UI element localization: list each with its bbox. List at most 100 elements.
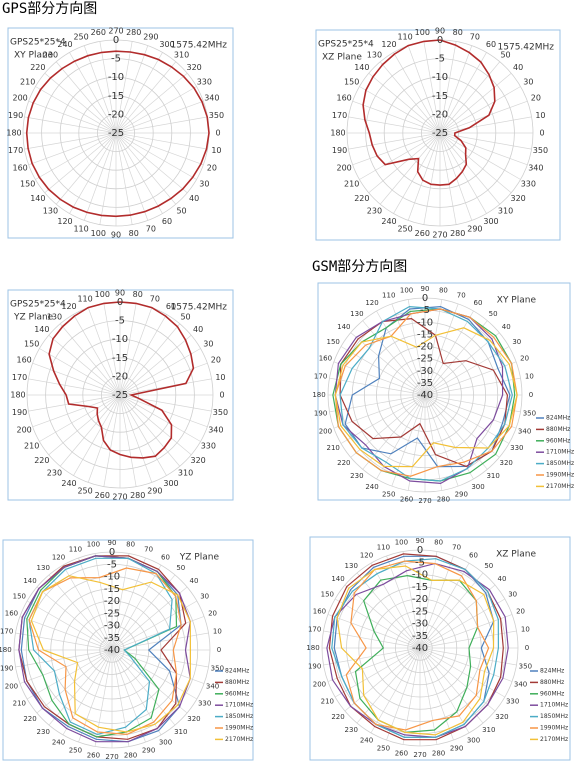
- grid-ring: [388, 358, 462, 432]
- series-line: [336, 565, 495, 736]
- angle-label: 250: [397, 224, 412, 233]
- angle-label: 270: [413, 751, 426, 759]
- spoke: [55, 132, 117, 205]
- angle-label: 310: [482, 726, 495, 734]
- r-tick-label: -15: [432, 91, 448, 102]
- spoke: [83, 45, 117, 134]
- spoke: [348, 132, 441, 150]
- angle-label: 330: [198, 700, 211, 708]
- angle-label: 340: [208, 425, 223, 434]
- spoke: [379, 132, 441, 205]
- chart-subtitle: XY Plane: [14, 51, 54, 61]
- spoke: [439, 52, 487, 134]
- grid-ring: [321, 549, 519, 747]
- spoke: [423, 41, 441, 134]
- angle-label: 240: [52, 739, 65, 747]
- angle-label: 140: [337, 323, 350, 331]
- plot: 0102030405060708090100110120130140150160…: [312, 285, 536, 505]
- angle-label: 260: [87, 751, 100, 759]
- angle-label: 150: [344, 78, 359, 87]
- angle-label: 70: [452, 543, 461, 551]
- r-tick-label: -35: [412, 631, 428, 642]
- angle-label: 250: [69, 747, 82, 755]
- angle-label: 220: [337, 459, 350, 467]
- spoke: [115, 132, 204, 166]
- spoke: [115, 132, 208, 150]
- angle-label: 0: [525, 644, 529, 652]
- angle-label: 220: [23, 715, 36, 723]
- angle-label: 330: [521, 180, 536, 189]
- spoke: [39, 394, 121, 442]
- angle-label: 260: [395, 749, 408, 757]
- angle-label: 20: [211, 356, 221, 365]
- angle-label: 320: [187, 715, 200, 723]
- spoke: [115, 116, 208, 134]
- angle-label: 190: [12, 408, 27, 417]
- spoke: [73, 314, 121, 396]
- angle-label: 140: [354, 63, 369, 72]
- angle-label: 280: [124, 751, 137, 759]
- angle-label: 60: [162, 217, 172, 226]
- angle-label: 310: [486, 472, 499, 480]
- angle-label: 350: [209, 111, 224, 120]
- angle-label: 170: [332, 111, 347, 120]
- spoke: [59, 323, 121, 396]
- spoke: [393, 52, 441, 134]
- r-tick-label: -30: [412, 619, 428, 630]
- chart-title: XY Plane: [497, 296, 537, 306]
- angle-label: 150: [13, 593, 26, 601]
- plot: 0102030405060708090100110120130140150160…: [10, 289, 228, 502]
- chart-subtitle: YZ Plane: [13, 313, 54, 323]
- spoke: [115, 132, 133, 225]
- angle-label: 230: [47, 469, 62, 478]
- angle-label: 350: [213, 408, 228, 417]
- grid-ring: [59, 76, 173, 190]
- angle-label: 140: [331, 575, 344, 583]
- r-tick-label: -10: [417, 317, 433, 328]
- angle-label: 10: [521, 625, 530, 633]
- grid-ring: [327, 297, 523, 493]
- spoke: [439, 132, 512, 194]
- angle-label: 160: [319, 355, 332, 363]
- angle-label: 160: [313, 607, 326, 615]
- angle-label: 110: [69, 545, 82, 553]
- spoke: [28, 378, 121, 396]
- spoke: [359, 86, 441, 134]
- r-tick-label: -15: [104, 584, 120, 595]
- angle-label: 70: [150, 295, 160, 304]
- angle-label: 300: [159, 739, 172, 747]
- spoke: [48, 394, 121, 456]
- angle-label: 290: [142, 747, 155, 755]
- annotation: 1575.42MHz: [171, 41, 228, 51]
- angle-label: 300: [471, 483, 484, 491]
- legend-label: 1990MHz: [540, 725, 568, 732]
- spoke: [87, 394, 121, 483]
- angle-label: 170: [8, 146, 23, 155]
- angle-label: 0: [215, 129, 220, 138]
- spoke: [439, 132, 457, 225]
- r-tick-label: -20: [112, 371, 128, 382]
- grid-ring: [383, 76, 497, 190]
- angle-label: 280: [437, 495, 450, 503]
- r-tick-label: -15: [112, 353, 128, 364]
- legend-label: 824MHz: [225, 668, 249, 675]
- spoke: [28, 394, 121, 412]
- angle-label: 240: [57, 40, 72, 49]
- angle-label: 310: [178, 469, 193, 478]
- angle-label: 230: [350, 472, 363, 480]
- r-tick-label: -20: [412, 594, 428, 605]
- angle-label: 240: [381, 217, 396, 226]
- spoke: [99, 41, 117, 134]
- legend-label: 1710MHz: [225, 702, 253, 709]
- r-tick-label: -20: [417, 342, 433, 353]
- angle-label: 100: [395, 539, 408, 547]
- angle-label: 290: [147, 486, 162, 495]
- r-tick-label: -25: [108, 128, 124, 139]
- r-tick-label: 0: [437, 35, 443, 46]
- r-tick-label: -25: [417, 354, 433, 365]
- r-tick-label: -40: [417, 390, 433, 401]
- angle-label: 340: [528, 163, 543, 172]
- spoke: [119, 394, 167, 476]
- angle-label: 160: [5, 609, 18, 617]
- angle-label: 140: [30, 194, 45, 203]
